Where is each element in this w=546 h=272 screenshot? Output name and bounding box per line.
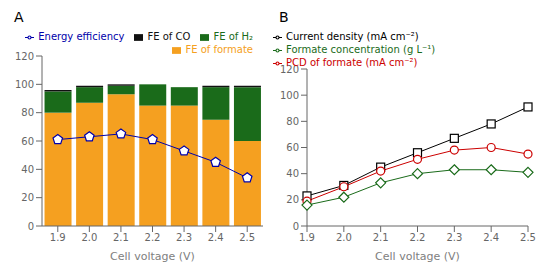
svg-text:0: 0	[293, 221, 299, 232]
html-text:B: B	[279, 9, 289, 25]
svg-text:Cell voltage (V): Cell voltage (V)	[110, 250, 195, 263]
svg-text:120: 120	[15, 51, 34, 62]
html-text:A: A	[14, 9, 24, 25]
svg-text:1.9: 1.9	[299, 232, 315, 243]
svg-text:2.2: 2.2	[145, 232, 161, 243]
svg-text:120: 120	[280, 64, 299, 75]
svg-text:2.1: 2.1	[113, 232, 129, 243]
svg-text:2.5: 2.5	[520, 232, 536, 243]
svg-text:2.2: 2.2	[410, 232, 426, 243]
svg-text:0: 0	[28, 221, 34, 232]
svg-text:100: 100	[280, 90, 299, 101]
svg-text:20: 20	[286, 194, 299, 205]
svg-text:2.3: 2.3	[176, 232, 192, 243]
html-text:FE of formate: FE of formate	[185, 44, 253, 55]
html-text:Energy efficiency: Energy efficiency	[38, 31, 125, 42]
html-text:PCD of formate (mA cm⁻²): PCD of formate (mA cm⁻²)	[286, 57, 418, 68]
svg-text:2.0: 2.0	[81, 232, 97, 243]
html-text:Formate concentration (g L⁻¹): Formate concentration (g L⁻¹)	[286, 44, 436, 55]
svg-text:80: 80	[21, 107, 34, 118]
svg-text:40: 40	[286, 168, 299, 179]
svg-text:2.4: 2.4	[208, 232, 224, 243]
svg-text:2.3: 2.3	[446, 232, 462, 243]
svg-text:20: 20	[21, 192, 34, 203]
svg-text:80: 80	[286, 116, 299, 127]
svg-text:1.9: 1.9	[50, 232, 66, 243]
svg-text:2.0: 2.0	[336, 232, 352, 243]
svg-text:2.5: 2.5	[239, 232, 255, 243]
svg-text:100: 100	[15, 79, 34, 90]
svg-text:60: 60	[21, 136, 34, 147]
html-text:Current density (mA cm⁻²): Current density (mA cm⁻²)	[286, 31, 419, 42]
html-text:FE of CO: FE of CO	[147, 31, 191, 42]
svg-text:2.1: 2.1	[373, 232, 389, 243]
svg-text:Cell voltage (V): Cell voltage (V)	[375, 250, 460, 263]
svg-text:2.4: 2.4	[483, 232, 499, 243]
svg-text:40: 40	[21, 164, 34, 175]
html-text:FE of H₂: FE of H₂	[213, 31, 253, 42]
svg-text:60: 60	[286, 142, 299, 153]
